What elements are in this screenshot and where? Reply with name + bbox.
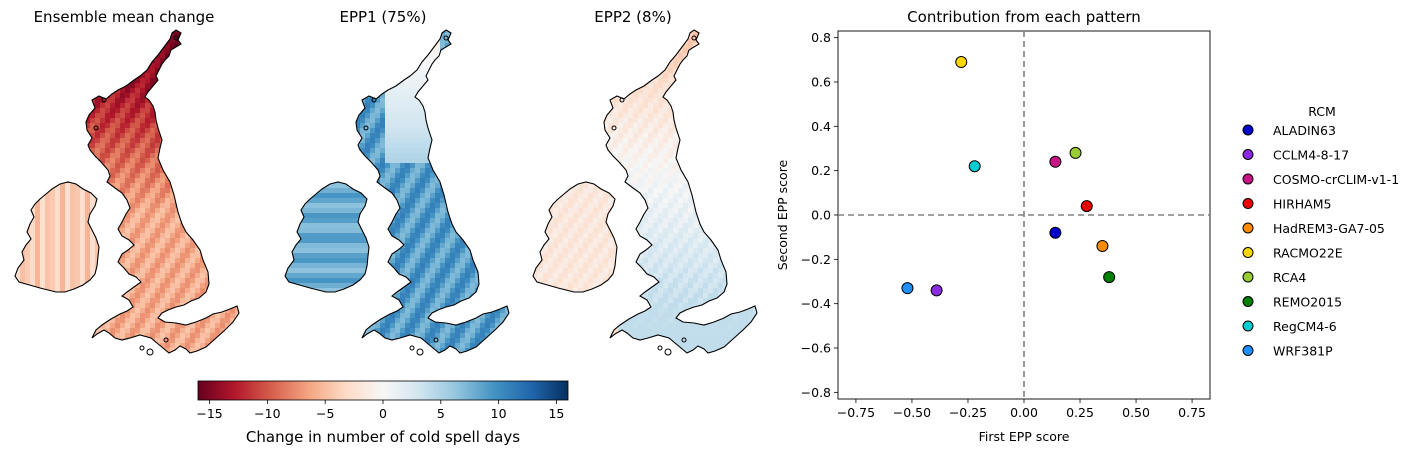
chart-title: Contribution from each pattern: [907, 8, 1141, 26]
uk-map-ensemble-mean: [14, 29, 240, 356]
legend-label: WRF381P: [1273, 344, 1333, 359]
y-tick-label: 0.2: [811, 163, 831, 178]
point-hadrem3-ga7-05: [1096, 240, 1109, 253]
colorbar-gradient: [197, 380, 569, 401]
x-tick-label: −0.25: [949, 405, 987, 420]
colorbar-tick-label: −15: [196, 406, 222, 421]
point-hirham5: [1080, 200, 1093, 213]
legend-item: RCA4: [1242, 270, 1306, 285]
colorbar-tick-label: 15: [548, 406, 564, 421]
legend: RCM ALADIN63 CCLM4-8-17 COSMO-crCLIM-v1-1 H…: [1242, 104, 1399, 359]
point-regcm4-6: [968, 160, 981, 173]
legend-label: CCLM4-8-17: [1273, 148, 1349, 163]
x-tick-label: 0.25: [1066, 405, 1094, 420]
colorbar-tick-label: −5: [316, 406, 334, 421]
map-panel-epp2: EPP2 (8%): [532, 8, 758, 356]
x-tick-label: 0.00: [1010, 405, 1038, 420]
point-rca4: [1069, 146, 1082, 159]
legend-title: RCM: [1308, 104, 1336, 119]
y-tick-label: 0.0: [811, 208, 831, 223]
legend-label: HIRHAM5: [1273, 197, 1331, 212]
legend-marker: [1242, 345, 1254, 356]
point-wrf381p: [901, 282, 914, 295]
x-tick-label: 0.75: [1178, 405, 1206, 420]
legend-label: COSMO-crCLIM-v1-1: [1273, 172, 1399, 187]
map-panel-ensemble-mean: Ensemble mean change: [14, 8, 240, 356]
legend-item: CCLM4-8-17: [1242, 148, 1349, 163]
legend-marker: [1242, 320, 1254, 332]
colorbar-label: Change in number of cold spell days: [246, 428, 520, 446]
map-title: Ensemble mean change: [34, 8, 215, 26]
colorbar-tick-label: 0: [379, 406, 387, 421]
map-cells: [15, 30, 239, 353]
y-tick-label: 0.6: [811, 74, 831, 89]
point-racmo22e: [955, 56, 968, 69]
y-tick-label: −0.6: [801, 341, 831, 356]
legend-item: HIRHAM5: [1242, 197, 1331, 212]
map-title: EPP2 (8%): [594, 8, 671, 26]
map-panels: Ensemble mean change EPP1 (75%) EPP2 (8%…: [14, 8, 758, 356]
point-aladin63: [1049, 226, 1062, 239]
legend-marker: [1242, 173, 1254, 185]
point-remo2015: [1103, 271, 1116, 284]
point-cosmo-crclim-v1-1: [1049, 155, 1062, 168]
island-outlines: [611, 35, 697, 356]
colorbar-tick-label: 5: [437, 406, 445, 421]
scatter-chart: Contribution from each pattern −0.75 −0.5…: [775, 8, 1211, 444]
scatter-points: [901, 56, 1116, 297]
legend-item: HadREM3-GA7-05: [1242, 221, 1385, 236]
x-tick-label: −0.75: [837, 405, 875, 420]
colorbar-ticks: −15 −10 −5 0 5 10 15: [196, 400, 564, 421]
legend-marker: [1242, 124, 1254, 136]
y-axis-ticks: −0.8 −0.6 −0.4 −0.2 0.0 0.2 0.4 0.6 0.8: [801, 30, 838, 400]
x-axis-ticks: −0.75 −0.50 −0.25 0.00 0.25 0.50 0.75: [837, 399, 1206, 420]
legend-label: RCA4: [1273, 270, 1306, 285]
legend-label: ALADIN63: [1273, 123, 1336, 138]
legend-item: RACMO22E: [1242, 246, 1343, 261]
legend-item: WRF381P: [1242, 344, 1333, 359]
uk-map-epp2: [532, 29, 758, 356]
map-cells: [533, 30, 757, 353]
legend-marker: [1242, 296, 1254, 307]
y-tick-label: −0.2: [801, 252, 831, 267]
x-tick-label: −0.50: [893, 405, 931, 420]
point-cclm4-8-17: [930, 284, 943, 297]
legend-label: REMO2015: [1273, 295, 1342, 310]
colorbar-tick-label: −10: [254, 406, 280, 421]
legend-item: RegCM4-6: [1242, 319, 1337, 334]
x-tick-label: 0.50: [1122, 405, 1150, 420]
legend-marker: [1242, 222, 1254, 234]
y-tick-label: −0.8: [801, 385, 831, 400]
legend-item: COSMO-crCLIM-v1-1: [1242, 172, 1399, 187]
legend-label: HadREM3-GA7-05: [1273, 221, 1385, 236]
map-cells: [285, 30, 509, 353]
uk-map-epp1: [284, 29, 510, 356]
legend-item: REMO2015: [1242, 295, 1342, 310]
legend-marker: [1242, 271, 1254, 283]
y-axis-label: Second EPP score: [775, 159, 790, 270]
legend-label: RACMO22E: [1273, 246, 1343, 261]
legend-items: ALADIN63 CCLM4-8-17 COSMO-crCLIM-v1-1 HIRHA…: [1242, 123, 1399, 359]
map-title: EPP1 (75%): [340, 8, 427, 26]
colorbar-tick-label: 10: [491, 406, 507, 421]
y-tick-label: 0.8: [811, 30, 831, 45]
island-outlines: [363, 35, 449, 356]
reference-lines: [838, 31, 1210, 399]
legend-marker: [1242, 247, 1254, 258]
colorbar: −15 −10 −5 0 5 10 15 Change in number of cold …: [196, 380, 569, 446]
legend-marker: [1242, 198, 1254, 209]
y-tick-label: −0.4: [801, 296, 831, 311]
legend-label: RegCM4-6: [1273, 319, 1337, 334]
map-panel-epp1: EPP1 (75%): [284, 8, 510, 356]
island-outlines: [93, 35, 179, 356]
x-axis-label: First EPP score: [979, 429, 1070, 444]
y-tick-label: 0.4: [811, 119, 831, 134]
legend-marker: [1242, 149, 1254, 160]
legend-item: ALADIN63: [1242, 123, 1336, 138]
